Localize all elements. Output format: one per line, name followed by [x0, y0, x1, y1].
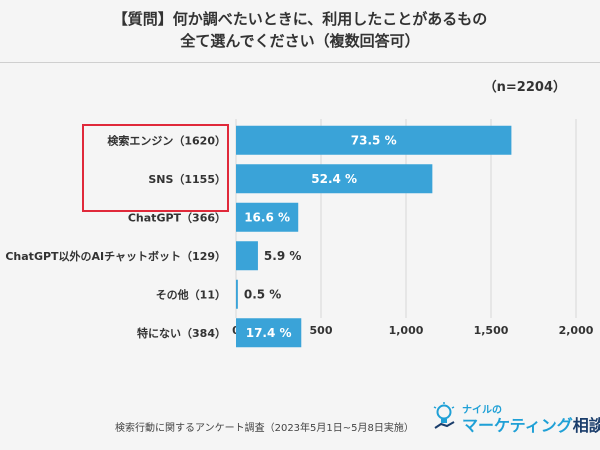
bar [236, 241, 258, 271]
data-label: 0.5 % [244, 287, 281, 301]
survey-source-note: 検索行動に関するアンケート調査（2023年5月1日~5月8日実施） [115, 423, 414, 434]
data-label: 17.4 % [246, 326, 292, 340]
category-label: 検索エンジン（1620） [107, 133, 226, 147]
logo-top-text: ナイルの [462, 405, 502, 416]
x-tick-label: 1,500 [474, 324, 509, 337]
brand-logo: ナイルの マーケティング相談室 [432, 400, 600, 440]
x-tick-label: 500 [310, 324, 333, 337]
chart-title: 【質問】何か調べたいときに、利用したことがあるもの 全て選んでください（複数回答… [0, 8, 600, 52]
bar [236, 202, 299, 232]
category-label: 特にない（384） [137, 326, 226, 340]
sample-size-note: （n=2204） [483, 80, 566, 95]
data-label: 16.6 % [244, 210, 290, 224]
data-label: 73.5 % [351, 133, 397, 147]
category-label: その他（11） [156, 287, 226, 301]
data-label: 5.9 % [264, 249, 301, 263]
highlight-box [82, 124, 229, 212]
bar [236, 318, 302, 348]
title-line-2: 全て選んでください（複数回答可） [180, 32, 420, 50]
bar [236, 164, 433, 194]
logo-accent-word: 相談室 [572, 416, 600, 435]
x-tick-label: 2,000 [559, 324, 594, 337]
category-label: SNS（1155） [148, 173, 226, 186]
bar [236, 279, 238, 309]
logo-main-text: マーケティング相談室 [462, 412, 600, 436]
lightbulb-icon [433, 402, 455, 429]
title-divider [0, 62, 600, 63]
data-label: 52.4 % [311, 172, 357, 186]
x-tick-label: 1,000 [389, 324, 424, 337]
bar [236, 125, 512, 155]
title-line-1: 【質問】何か調べたいときに、利用したことがあるもの [112, 10, 488, 28]
logo-main-word: マーケティング [462, 416, 573, 435]
category-label: ChatGPT以外のAIチャットボット（129） [5, 249, 226, 263]
category-label: ChatGPT（366） [128, 211, 226, 224]
